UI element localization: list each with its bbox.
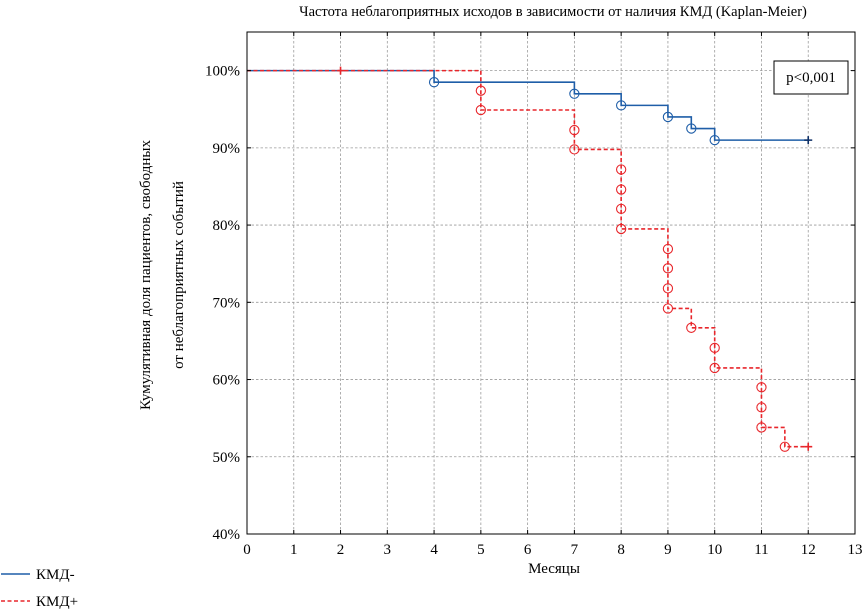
x-tick-label: 6 <box>524 542 532 558</box>
event-marker-kmd-minus <box>709 134 720 146</box>
event-marker-kmd-plus <box>756 382 767 393</box>
event-marker-kmd-minus <box>686 123 697 134</box>
legend-item-kmd-minus: КМД- <box>1 567 75 583</box>
event-marker-kmd-plus <box>616 164 627 175</box>
event-marker-kmd-plus <box>662 263 674 274</box>
x-tick-label: 1 <box>290 542 298 558</box>
series-line-kmd-plus <box>247 69 809 448</box>
event-marker-kmd-plus <box>709 342 720 354</box>
event-marker-kmd-plus <box>662 283 674 294</box>
event-marker-kmd-minus <box>569 88 580 99</box>
x-tick-label: 4 <box>430 542 438 558</box>
p-value-annotation: p<0,001 <box>773 60 849 95</box>
event-marker-kmd-plus <box>686 322 697 333</box>
event-marker-kmd-minus <box>662 111 674 123</box>
y-tick-label: 90% <box>213 141 241 157</box>
x-tick-label: 11 <box>754 542 768 558</box>
y-tick-label: 50% <box>213 450 241 466</box>
event-marker-kmd-plus <box>662 303 674 314</box>
y-tick-label: 40% <box>213 527 241 543</box>
legend: КМД- КМД+ <box>1 567 78 610</box>
x-axis-label: Месяцы <box>528 561 580 577</box>
legend-label-kmd-minus: КМД- <box>36 567 75 583</box>
x-tick-label: 9 <box>664 542 672 558</box>
event-marker-kmd-plus <box>756 422 767 433</box>
event-marker-kmd-plus <box>756 402 767 413</box>
p-value-text: p<0,001 <box>786 70 836 86</box>
event-marker-kmd-minus <box>616 100 627 111</box>
x-tick-label: 12 <box>801 542 816 558</box>
event-marker-kmd-plus <box>475 85 486 96</box>
plot-series <box>247 69 809 448</box>
x-tick-label: 3 <box>384 542 392 558</box>
chart-title: Частота неблагоприятных исходов в зависи… <box>299 4 807 20</box>
event-marker-kmd-plus <box>662 243 674 255</box>
event-marker-kmd-plus <box>569 124 580 136</box>
y-axis-label: Кумулятивная доля пациентов, свободных о… <box>138 140 187 410</box>
x-tick-label: 5 <box>477 542 485 558</box>
event-marker-kmd-plus <box>475 104 486 116</box>
event-marker-kmd-plus <box>569 144 580 155</box>
x-tick-label: 0 <box>243 542 251 558</box>
censor-marker-kmd-plus <box>336 66 345 75</box>
y-axis-label-line-2: от неблагоприятных событий <box>171 181 187 369</box>
y-tick-label: 70% <box>213 295 241 311</box>
censor-marker-kmd-plus <box>804 442 813 451</box>
y-axis-label-line-1: Кумулятивная доля пациентов, свободных <box>138 140 154 410</box>
x-tick-label: 10 <box>707 542 722 558</box>
x-tick-label: 7 <box>571 542 579 558</box>
y-tick-label: 80% <box>213 218 241 234</box>
x-tick-label: 8 <box>617 542 625 558</box>
series-line-kmd-minus <box>247 69 809 141</box>
y-tick-label: 60% <box>213 373 241 389</box>
event-marker-kmd-minus <box>428 77 440 88</box>
plot-markers <box>336 66 813 452</box>
event-marker-kmd-plus <box>616 184 627 195</box>
grid <box>247 32 855 534</box>
x-tick-label: 13 <box>848 542 863 558</box>
event-marker-kmd-plus <box>709 362 720 374</box>
event-marker-kmd-plus <box>616 223 627 235</box>
legend-label-kmd-plus: КМД+ <box>36 594 78 610</box>
y-tick-label: 100% <box>205 64 240 80</box>
x-tick-label: 2 <box>337 542 345 558</box>
censor-marker-kmd-minus <box>804 136 813 145</box>
event-marker-kmd-plus <box>616 203 627 215</box>
event-marker-kmd-plus <box>779 441 790 452</box>
p-value-box <box>773 60 849 95</box>
plot-frame <box>246 31 856 535</box>
legend-item-kmd-plus: КМД+ <box>1 594 78 610</box>
